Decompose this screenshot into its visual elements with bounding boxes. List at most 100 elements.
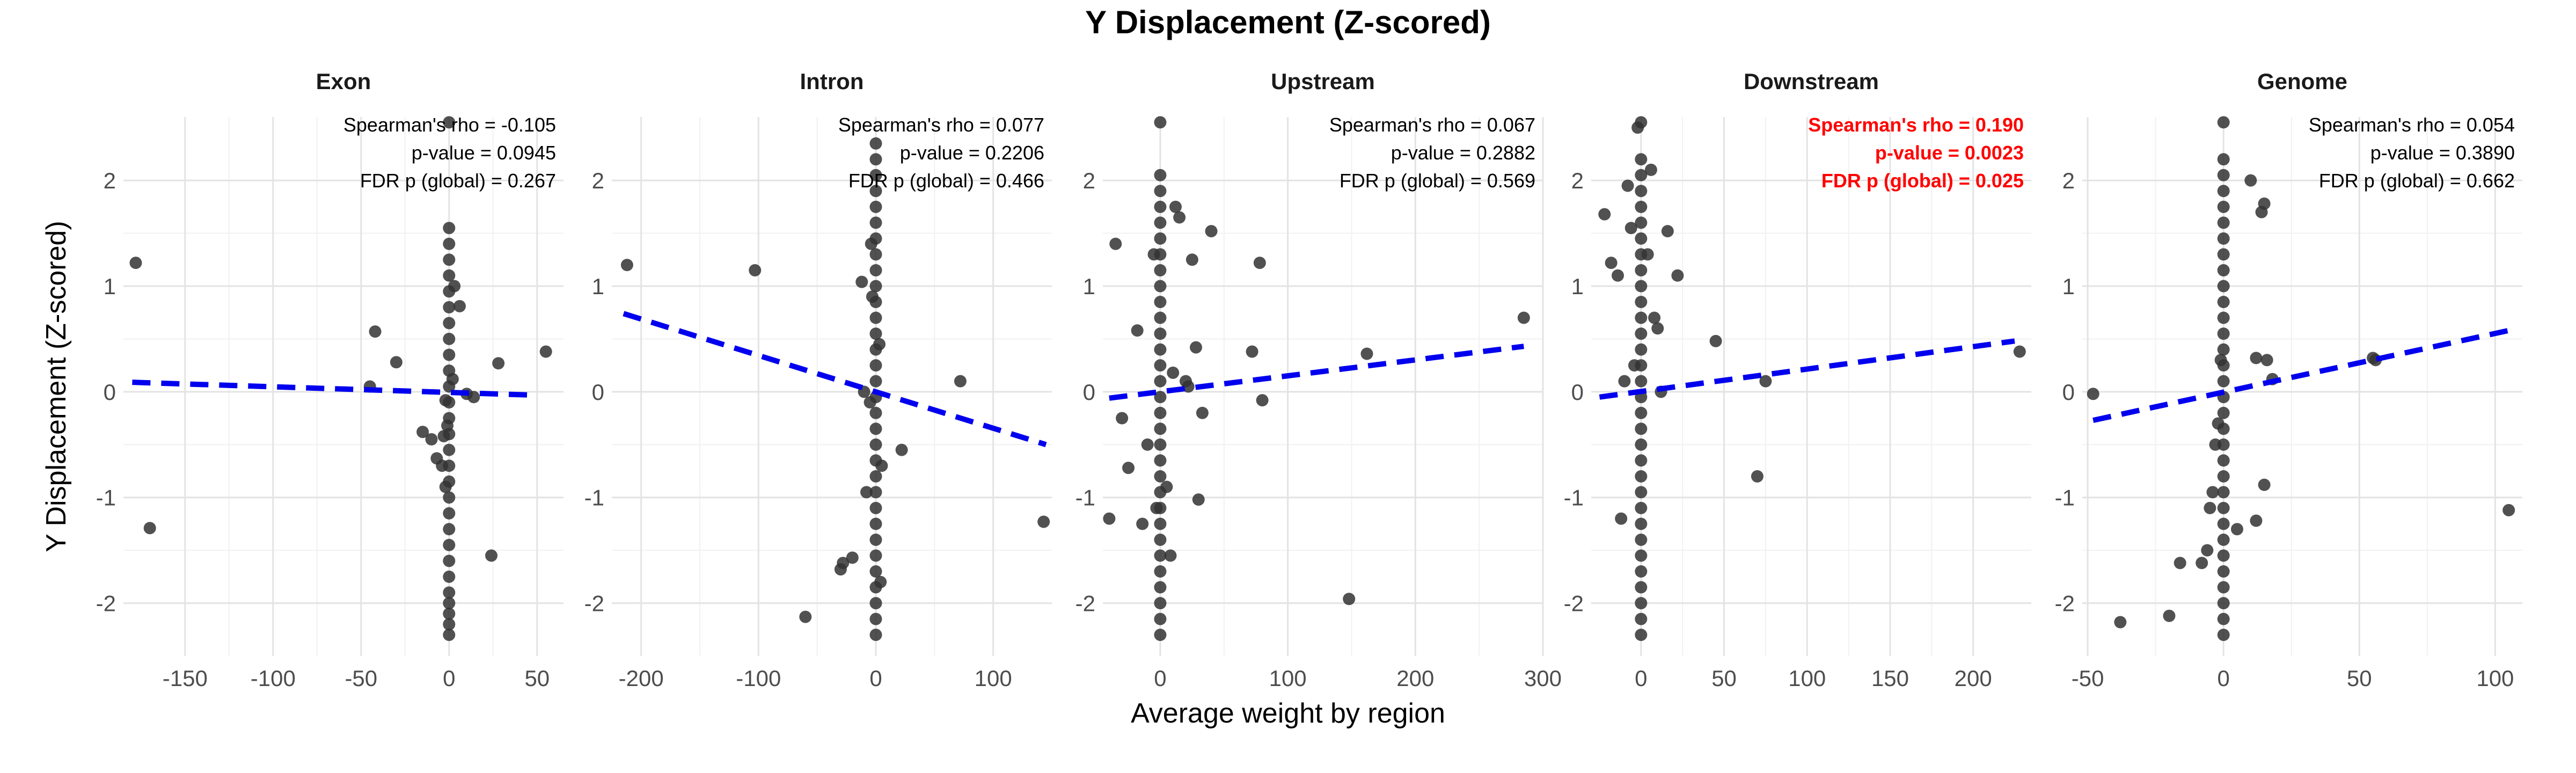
data-point [448,280,461,293]
y-axis-label: Y Displacement (Z-scored) [41,221,72,552]
facet-genome: -2 -1 0 1 2 -50 0 50 100 Genome Spearman's rho = 0… [2055,69,2522,691]
data-point [443,555,456,567]
data-point [443,460,456,472]
stats-annotation: Spearman's rho = 0.190 [1808,114,2024,136]
data-point [443,396,456,409]
data-point [869,169,882,181]
data-point [1618,375,1631,388]
data-point [443,618,456,631]
data-point [1141,438,1154,451]
data-point [2217,264,2230,276]
data-point [1169,200,1182,213]
data-point [749,264,762,276]
data-point [1154,422,1167,435]
data-point [1635,486,1648,499]
data-point [443,269,456,282]
data-point [895,443,908,456]
data-point [1154,501,1167,514]
data-point [1154,185,1167,198]
data-point [1173,211,1186,224]
y-tick-label: -1 [96,485,116,511]
y-tick-label: -1 [1564,485,1584,511]
y-tick-label: 2 [1083,168,1095,193]
data-point [2114,616,2127,629]
data-point [2217,533,2230,546]
x-tick-label: 100 [1788,666,1826,691]
data-point [1154,438,1167,451]
data-point [1154,248,1167,261]
y-tick-label: -2 [584,591,604,616]
data-point [1131,324,1144,337]
data-point [1167,366,1180,379]
data-point [1759,375,1772,388]
data-point [1612,269,1624,282]
data-point [1109,237,1122,250]
data-point [443,317,456,330]
data-point [1154,470,1167,483]
data-point [2206,486,2219,499]
data-point [799,610,812,623]
data-point [1598,208,1611,221]
data-point [869,454,882,467]
data-point [2217,200,2230,213]
data-point [1154,296,1167,309]
data-point [443,348,456,361]
data-point [2201,544,2214,557]
data-point [2217,327,2230,340]
data-point [869,216,882,229]
data-point [1635,343,1648,356]
y-tick-label: 0 [592,380,604,405]
data-point [2163,609,2176,622]
data-point [855,275,868,288]
data-point [869,612,882,625]
data-point [1624,222,1637,235]
trend-line [2092,327,2509,423]
stats-annotation: p-value = 0.2206 [900,142,1044,164]
data-point [1154,200,1167,213]
data-point [129,257,142,269]
data-point [2217,486,2230,499]
data-point [869,533,882,546]
stats-annotation: Spearman's rho = 0.067 [1329,114,1535,136]
x-tick-label: 50 [1711,666,1737,691]
y-tick-label: -1 [584,485,604,511]
data-point [1661,225,1674,238]
data-point [443,607,456,620]
facet-title: Downstream [1744,69,1879,94]
data-point [869,438,882,451]
x-tick-label: 200 [1955,666,1992,691]
data-point [2250,514,2263,527]
data-point [869,153,882,166]
facet-intron: -2 -1 0 1 2 -200 -100 0 100 Intron Spearman's rho … [584,69,1052,691]
data-point [869,280,882,293]
data-point [1154,486,1167,499]
data-point [1635,629,1648,641]
data-point [2217,581,2230,594]
data-point [1635,581,1648,594]
data-point [1635,169,1648,181]
facet-title: Upstream [1271,69,1375,94]
stats-annotation: FDR p (global) = 0.569 [1340,170,1535,192]
data-point [1154,359,1167,372]
data-point [439,480,452,493]
data-point [1116,412,1129,425]
data-point [1154,597,1167,610]
data-point [869,137,882,150]
data-point [443,428,456,441]
y-tick-label: -2 [1564,591,1584,616]
y-tick-label: -1 [1075,485,1095,511]
x-tick-label: 50 [524,666,550,691]
y-tick-label: 1 [592,274,604,299]
data-point [2217,565,2230,578]
y-tick-label: 0 [1571,380,1584,405]
data-point [1635,311,1648,324]
y-tick-label: 1 [104,274,116,299]
data-point [2217,612,2230,625]
data-point [1182,380,1195,393]
data-point [443,301,456,313]
x-axis-label: Average weight by region [1131,698,1445,729]
y-tick-label: 0 [104,380,116,405]
data-point [1205,225,1218,238]
data-point [390,356,402,369]
